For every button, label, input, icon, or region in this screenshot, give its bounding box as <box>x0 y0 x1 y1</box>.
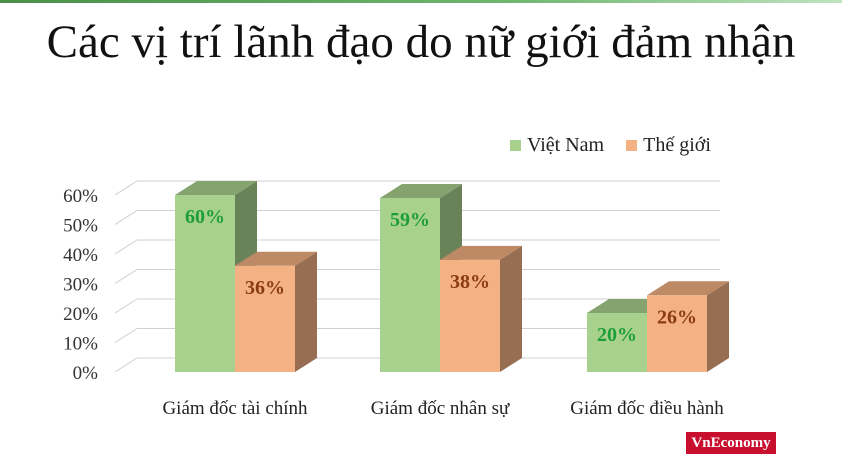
chart-legend: Việt Nam Thế giới <box>510 134 733 156</box>
bar <box>647 295 707 372</box>
y-tick-label: 30% <box>63 275 98 296</box>
bar-side-face <box>500 245 522 372</box>
legend-label-world: Thế giới <box>643 133 711 156</box>
data-label: 26% <box>657 306 697 328</box>
y-tick-label: 10% <box>63 334 98 355</box>
gridline-depth <box>114 180 138 196</box>
bar <box>440 259 500 372</box>
legend-label-vietnam: Việt Nam <box>527 133 605 156</box>
legend-item-vietnam: Việt Nam <box>510 134 604 157</box>
top-color-strip <box>0 0 842 3</box>
data-label: 36% <box>245 277 285 299</box>
chart-title: Các vị trí lãnh đạo do nữ giới đảm nhận <box>46 16 796 68</box>
gridline-depth <box>114 357 138 373</box>
y-tick-label: 0% <box>73 363 99 384</box>
gridline-depth <box>114 239 138 255</box>
bar <box>587 313 647 372</box>
y-tick-label: 40% <box>63 245 98 266</box>
bar-top-face <box>235 251 317 266</box>
y-tick-label: 60% <box>63 186 98 207</box>
y-tick-label: 50% <box>63 216 98 237</box>
bar <box>380 197 440 372</box>
y-tick-label: 20% <box>63 304 98 325</box>
bar <box>235 265 295 372</box>
legend-swatch-vietnam <box>510 139 521 151</box>
bar-top-face <box>440 245 522 260</box>
legend-item-world: Thế giới <box>626 134 711 157</box>
bar-top-face <box>175 181 257 195</box>
data-label: 60% <box>185 206 225 228</box>
data-label: 20% <box>597 324 637 346</box>
gridline-depth <box>114 210 138 225</box>
gridline-depth <box>114 328 138 343</box>
x-category-label: Giám đốc điều hành <box>570 398 724 419</box>
bar <box>175 195 235 372</box>
bar-top-face <box>380 183 462 198</box>
bar-top-face <box>647 281 729 296</box>
gridline-depth <box>114 298 138 314</box>
bar-side-face <box>295 251 317 372</box>
data-label: 38% <box>450 271 490 293</box>
legend-swatch-world <box>626 139 638 151</box>
x-category-label: Giám đốc tài chính <box>162 398 308 419</box>
bar-side-face <box>707 281 729 372</box>
gridline-depth <box>114 269 138 284</box>
data-label: 59% <box>390 209 430 231</box>
x-category-label: Giám đốc nhân sự <box>371 398 510 419</box>
vneconomy-logo: VnEconomy <box>686 432 776 454</box>
